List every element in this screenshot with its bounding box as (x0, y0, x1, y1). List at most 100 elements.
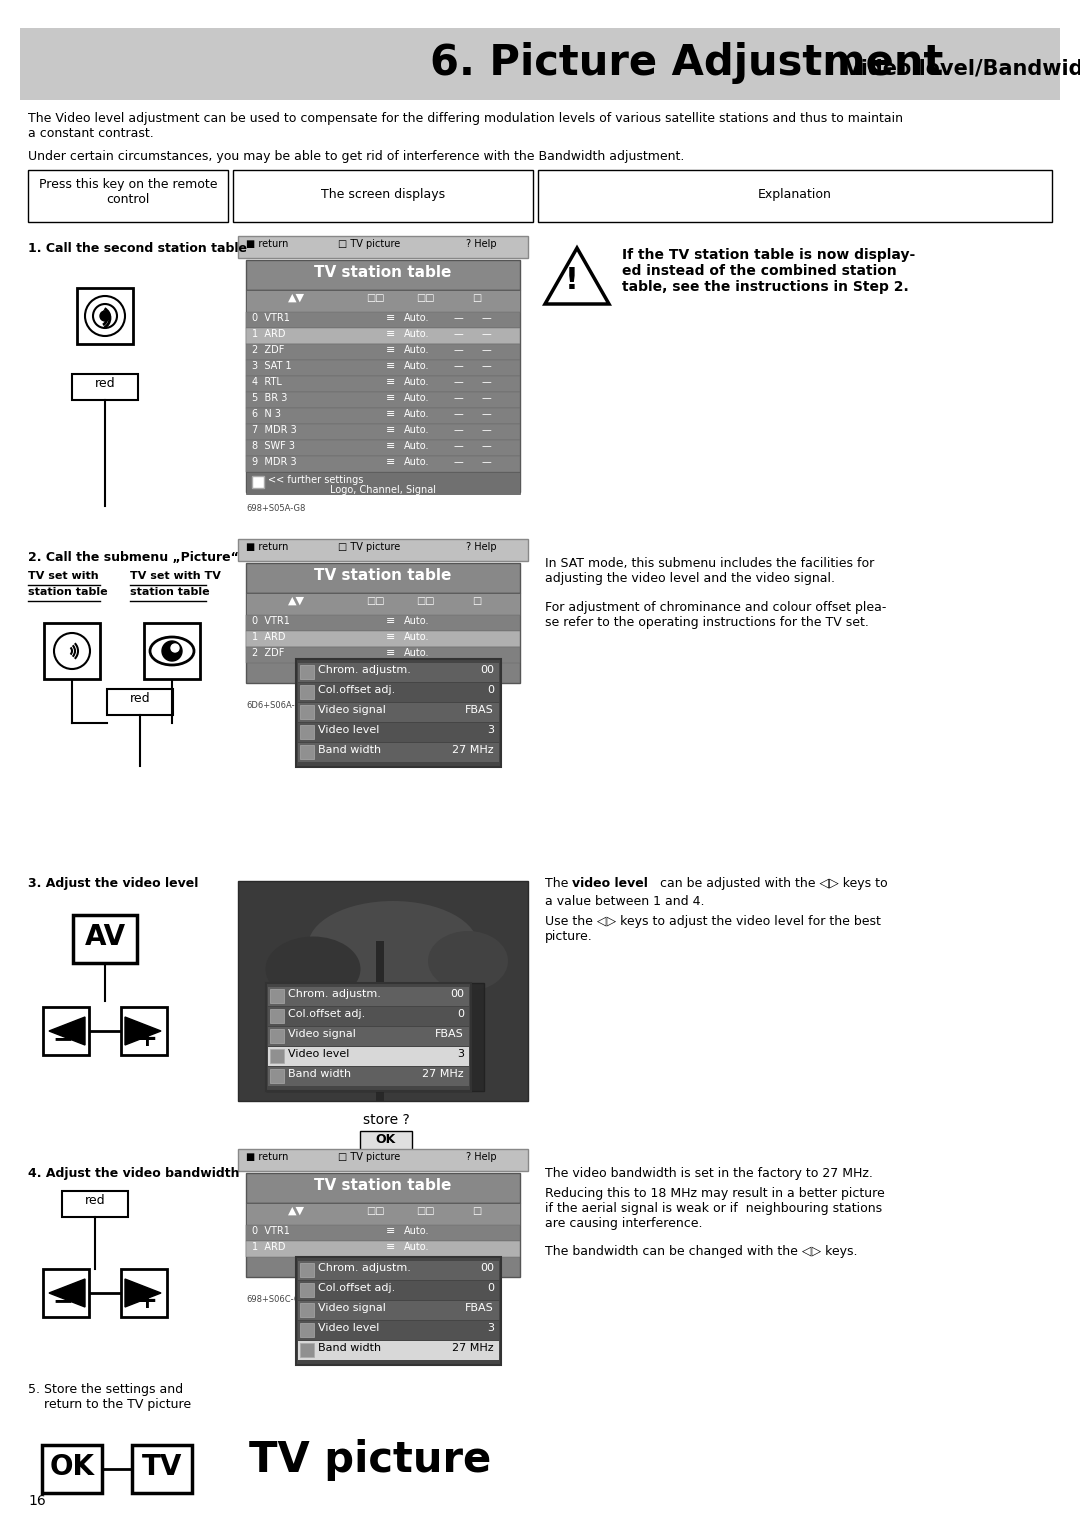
Bar (132, 1445, 192, 1493)
Text: The Video level adjustment can be used to compensate for the differing modulatio: The Video level adjustment can be used t… (28, 112, 903, 141)
Text: Video signal: Video signal (288, 1028, 356, 1039)
Text: —: — (454, 313, 463, 322)
Text: 27 MHz: 27 MHz (422, 1070, 464, 1079)
Ellipse shape (150, 637, 194, 665)
Bar (43, 1268, 89, 1317)
Text: !: ! (565, 266, 579, 295)
Bar (43, 1007, 89, 1054)
Bar (300, 1264, 314, 1277)
Text: □□: □□ (366, 596, 384, 607)
Text: ≡: ≡ (386, 313, 395, 322)
Text: ■ return: ■ return (246, 1152, 288, 1161)
Text: video level: video level (572, 877, 648, 889)
Text: Col.offset adj.: Col.offset adj. (288, 1008, 365, 1019)
Text: 0: 0 (487, 685, 494, 695)
Bar (233, 170, 534, 222)
Ellipse shape (428, 931, 508, 992)
Text: Under certain circumstances, you may be able to get rid of interference with the: Under certain circumstances, you may be … (28, 150, 685, 163)
Polygon shape (49, 1018, 85, 1045)
Circle shape (162, 642, 183, 662)
Bar (246, 376, 519, 393)
Text: Chrom. adjustm.: Chrom. adjustm. (318, 665, 410, 675)
Text: Video level/Bandwidth: Video level/Bandwidth (845, 58, 1080, 78)
Text: 27 MHz: 27 MHz (453, 1343, 494, 1352)
Bar (270, 1028, 284, 1044)
Text: Auto.: Auto. (404, 616, 430, 626)
Text: 6. Picture Adjustment: 6. Picture Adjustment (430, 41, 943, 84)
Text: TV set with TV: TV set with TV (130, 571, 221, 581)
Bar (300, 1303, 314, 1317)
Text: The video bandwidth is set in the factory to 27 MHz.: The video bandwidth is set in the factor… (545, 1167, 873, 1180)
Text: station table: station table (130, 587, 210, 597)
Bar (238, 882, 528, 1102)
Bar (298, 1322, 499, 1340)
Bar (246, 329, 519, 344)
Polygon shape (49, 1279, 85, 1306)
Text: FBAS: FBAS (465, 704, 494, 715)
Text: Band width: Band width (318, 1343, 381, 1352)
Text: 5  BR 3: 5 BR 3 (252, 393, 287, 403)
Text: 6  N 3: 6 N 3 (252, 410, 281, 419)
Text: 1  ARD: 1 ARD (252, 1242, 285, 1251)
Bar (268, 1007, 469, 1025)
Text: Use the ◁▷ keys to adjust the video level for the best
picture.: Use the ◁▷ keys to adjust the video leve… (545, 915, 881, 943)
Text: □: □ (472, 1206, 482, 1216)
Text: +: + (136, 1290, 158, 1313)
Text: Auto.: Auto. (404, 1242, 430, 1251)
Bar (298, 743, 499, 762)
Text: ≡: ≡ (386, 616, 395, 626)
Text: —: — (454, 393, 463, 403)
Text: 2. Call the submenu „Picture“: 2. Call the submenu „Picture“ (28, 552, 239, 564)
Text: << further settings: << further settings (268, 475, 363, 484)
Text: Auto.: Auto. (404, 361, 430, 371)
Bar (238, 235, 528, 258)
Text: FBAS: FBAS (465, 1303, 494, 1313)
Text: □□: □□ (416, 596, 434, 607)
Bar (246, 423, 519, 440)
Text: —: — (482, 345, 491, 354)
Bar (246, 1174, 519, 1203)
Text: □ TV picture: □ TV picture (338, 542, 401, 552)
Text: 0  VTR1: 0 VTR1 (252, 616, 289, 626)
Bar (238, 1149, 528, 1170)
Bar (21, 28, 1059, 99)
Text: Auto.: Auto. (404, 1225, 430, 1236)
Text: 2  ZDF: 2 ZDF (252, 648, 284, 659)
Bar (270, 989, 284, 1002)
Text: Auto.: Auto. (404, 393, 430, 403)
Text: ≡: ≡ (386, 377, 395, 387)
Ellipse shape (266, 937, 361, 1001)
Text: □□: □□ (416, 1206, 434, 1216)
Bar (246, 614, 519, 631)
Bar (270, 1008, 284, 1024)
Bar (270, 1050, 284, 1063)
Text: □□: □□ (366, 293, 384, 303)
Text: AV: AV (84, 923, 125, 950)
Text: red: red (130, 692, 150, 704)
Text: Band width: Band width (288, 1070, 351, 1079)
Text: Video signal: Video signal (318, 704, 386, 715)
Text: For adjustment of chrominance and colour offset plea-
se refer to the operating : For adjustment of chrominance and colour… (545, 601, 887, 630)
Text: ≡: ≡ (386, 1225, 395, 1236)
Text: −: − (53, 1290, 73, 1313)
Bar (298, 1342, 499, 1360)
Text: Auto.: Auto. (404, 313, 430, 322)
Text: The: The (545, 877, 572, 889)
Text: Video level: Video level (318, 724, 379, 735)
Bar (121, 1007, 167, 1054)
Bar (298, 1261, 499, 1280)
Text: The screen displays: The screen displays (321, 188, 445, 202)
Bar (246, 1203, 519, 1225)
Text: ■ return: ■ return (246, 542, 288, 552)
Text: ■ return: ■ return (246, 238, 288, 249)
Text: FBAS: FBAS (435, 1028, 464, 1039)
Text: —: — (482, 329, 491, 339)
Polygon shape (125, 1279, 161, 1306)
Text: □: □ (472, 596, 482, 607)
Bar (246, 593, 519, 683)
Text: 5. Store the settings and
    return to the TV picture: 5. Store the settings and return to the … (28, 1383, 191, 1410)
Text: ≡: ≡ (386, 345, 395, 354)
Polygon shape (545, 248, 609, 304)
Bar (270, 1070, 284, 1083)
Text: ≡: ≡ (386, 648, 395, 659)
